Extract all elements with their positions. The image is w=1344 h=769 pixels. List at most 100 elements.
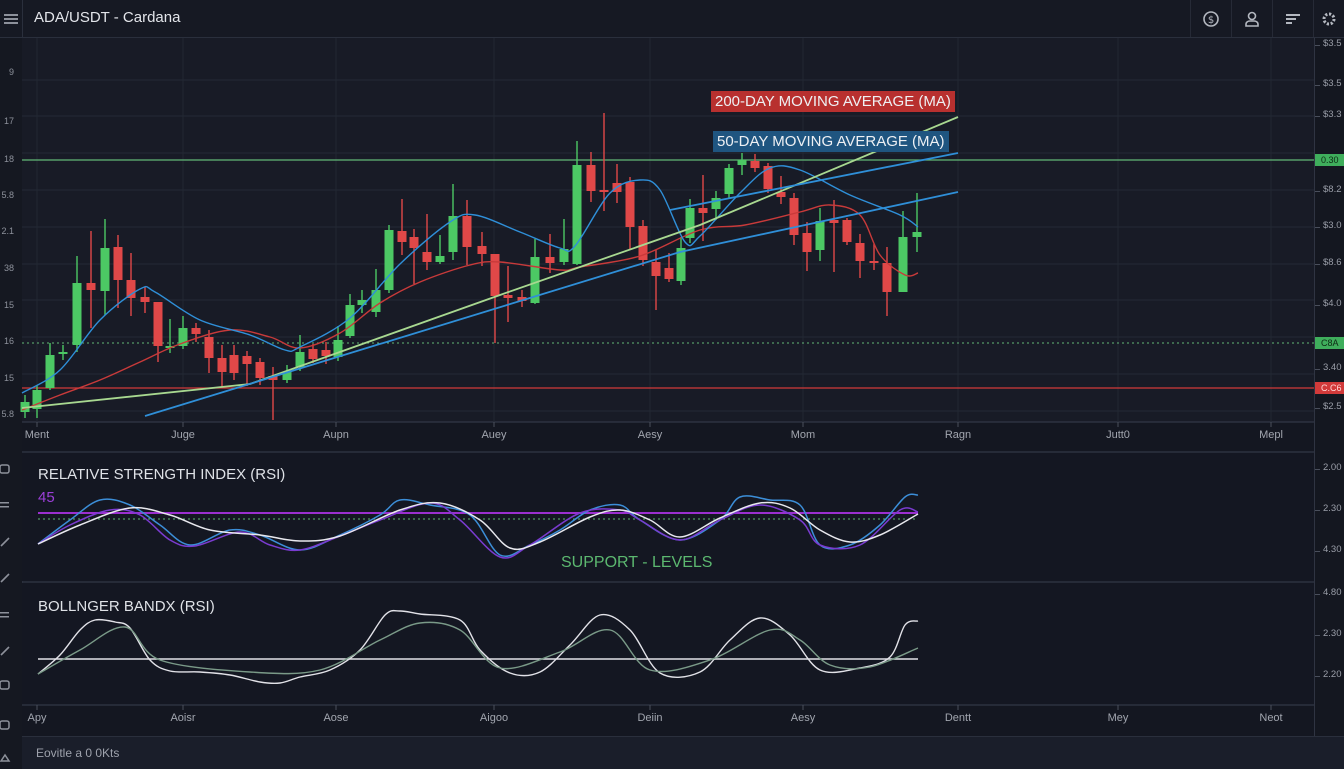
candle[interactable] [698,175,708,241]
candle[interactable] [815,208,825,261]
user-icon [1245,11,1259,27]
candle[interactable] [763,163,773,193]
candle[interactable] [100,219,110,315]
candle[interactable] [32,385,42,418]
candle[interactable] [477,232,487,266]
candle[interactable] [435,235,445,264]
candle[interactable] [869,244,879,270]
candle[interactable] [153,302,163,362]
bollinger-panel[interactable] [22,583,1314,705]
pencil-tool-icon[interactable] [0,571,14,585]
candle[interactable] [545,234,555,273]
candle[interactable] [737,153,747,175]
candle[interactable] [586,152,596,202]
ma200-legend-label: 200-DAY MOVING AVERAGE (MA) [715,93,951,110]
candle[interactable] [371,269,381,317]
candle[interactable] [625,177,635,250]
printer-icon[interactable] [0,718,14,732]
menu-button[interactable] [0,0,23,37]
left-axis-label: 15 [3,373,14,383]
candle[interactable] [530,239,540,304]
lines-tool-icon[interactable] [0,498,14,512]
candle[interactable] [638,220,648,266]
candle[interactable] [898,211,908,292]
bollinger-panel-title: BOLLNGER BANDX (RSI) [38,598,215,615]
candle[interactable] [855,234,865,278]
candle[interactable] [802,222,812,271]
candle[interactable] [384,225,394,293]
price-tick [1315,264,1320,265]
candle[interactable] [664,253,674,282]
candle[interactable] [711,191,721,220]
left-axis-label: 5.8 [1,409,14,419]
window-title: ADA/USDT - Cardana [34,9,181,26]
candle[interactable] [282,365,292,383]
candle[interactable] [882,247,892,316]
candle[interactable] [462,200,472,265]
candle[interactable] [750,154,760,172]
candle[interactable] [789,193,799,245]
candle[interactable] [113,235,123,308]
price-axis-label: $3.0 [1323,220,1342,231]
candle[interactable] [58,345,68,360]
candle[interactable] [72,256,82,352]
trendline [21,116,959,409]
currency-button[interactable]: $ [1190,0,1231,37]
candle[interactable] [397,199,407,255]
candle[interactable] [842,218,852,245]
indicator-time-axis-label: Aose [323,712,349,724]
candle[interactable] [829,200,839,272]
candle[interactable] [422,214,432,270]
price-tick [1315,45,1320,46]
candle[interactable] [776,176,786,204]
indicator-time-axis-label: Deiin [637,712,663,724]
price-tick [1315,408,1320,409]
candle[interactable] [559,219,569,265]
candle[interactable] [912,193,922,252]
ma50-legend: 50-DAY MOVING AVERAGE (MA) [713,131,949,152]
indicator-axis-label: 2.20 [1323,669,1342,680]
settings-button[interactable] [1313,0,1344,37]
camera-tool-icon[interactable] [0,678,14,692]
home-icon[interactable] [0,750,14,764]
drawing-tool-icon[interactable] [0,462,14,476]
left-axis-label: 9 [8,67,14,77]
support-levels-annotation: SUPPORT - LEVELS [561,554,713,571]
candle[interactable] [217,345,227,387]
candle[interactable] [333,326,343,361]
candle[interactable] [345,294,355,338]
candle[interactable] [140,287,150,313]
pencil-tool-icon[interactable] [0,644,14,658]
account-button[interactable] [1231,0,1272,37]
candle[interactable] [448,184,458,260]
candle[interactable] [517,290,527,307]
hamburger-icon [4,13,18,24]
candle[interactable] [229,345,239,380]
pencil-tool-icon[interactable] [0,535,14,549]
rsi-panel[interactable] [22,452,1314,581]
candle[interactable] [295,335,305,371]
candle[interactable] [724,164,734,198]
candle[interactable] [45,343,55,390]
price-level-tag: C8A [1315,337,1344,349]
price-axis-label: $3.3 [1323,109,1342,120]
indicator-axis-label: 4.30 [1323,544,1342,555]
price-tick [1315,85,1320,86]
candle[interactable] [490,254,500,343]
candle[interactable] [86,231,96,328]
candle[interactable] [242,351,252,386]
lines-tool-icon[interactable] [0,608,14,622]
candle[interactable] [126,253,136,316]
moving-average-line [21,165,919,394]
candle[interactable] [204,330,214,373]
candle[interactable] [503,266,513,322]
candle[interactable] [676,237,686,285]
filter-button[interactable] [1272,0,1313,37]
candle[interactable] [308,344,318,363]
left-axis-label: 17 [3,116,14,126]
candle[interactable] [357,290,367,313]
price-panel[interactable] [22,38,1314,422]
candle[interactable] [409,229,419,284]
candle[interactable] [599,113,609,211]
